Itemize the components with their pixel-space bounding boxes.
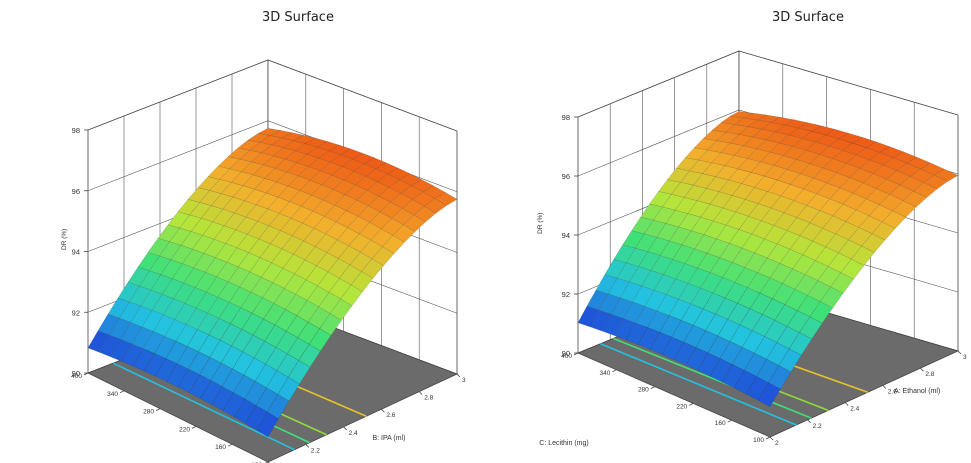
y-tick-label: 2.4 xyxy=(349,430,358,437)
y-tick-label: 2.4 xyxy=(850,406,859,413)
x-tick xyxy=(650,386,655,389)
y-axis-label: A: Ethanol (ml) xyxy=(894,388,940,395)
y-tick-label: 2 xyxy=(775,440,779,447)
z-tick-label: 90 xyxy=(562,349,570,358)
x-tick-label: 220 xyxy=(179,426,190,433)
surface-patch xyxy=(577,306,600,327)
x-tick xyxy=(191,426,197,429)
y-tick-label: 2.6 xyxy=(386,412,395,419)
x-tick xyxy=(727,419,732,423)
x-axis-label: C: Lecithin (mg) xyxy=(539,440,588,447)
surface-plot-right: 3D Surface 90 92 94 96 98 DR (%) 400 340 280 220 1… xyxy=(486,0,971,463)
y-tick xyxy=(807,419,811,424)
y-tick xyxy=(381,408,385,413)
x-tick-label: 100 xyxy=(753,437,764,444)
y-tick xyxy=(844,402,849,406)
x-tick xyxy=(227,443,233,447)
x-tick xyxy=(765,436,771,440)
x-tick-label: 340 xyxy=(107,391,118,398)
x-tick xyxy=(119,390,125,394)
contour-line xyxy=(600,343,797,426)
x-tick-label: 400 xyxy=(561,353,572,360)
y-tick-label: 2.8 xyxy=(925,371,934,378)
z-tick-label: 98 xyxy=(562,113,570,122)
y-tick-label: 2.6 xyxy=(888,388,897,395)
z-axis-label: DR (%) xyxy=(537,213,544,234)
z-tick-label: 92 xyxy=(72,308,80,317)
z-tick-label: 94 xyxy=(72,248,80,257)
surface-plot-canvas: 90 92 94 96 98 DR (%) 400 340 280 220 160 100 C: Lec… xyxy=(537,50,967,447)
x-tick xyxy=(265,461,269,463)
contour-line xyxy=(112,362,295,451)
x-tick xyxy=(83,372,89,376)
x-tick xyxy=(155,408,161,411)
x-tick-label: 280 xyxy=(143,409,154,416)
x-tick-label: 220 xyxy=(676,403,687,410)
y-tick xyxy=(769,436,774,441)
z-tick-label: 94 xyxy=(562,231,570,240)
contour-line xyxy=(613,337,812,419)
y-tick xyxy=(920,367,924,372)
y-tick-label: 2.2 xyxy=(311,447,320,454)
chart-title: 3D Surface xyxy=(772,10,844,25)
gridline-horizontal xyxy=(87,59,458,132)
z-tick-label: 90 xyxy=(72,369,80,378)
z-tick-label: 92 xyxy=(562,290,570,299)
z-tick-label: 98 xyxy=(72,126,80,135)
z-axis-label: DR (%) xyxy=(61,229,68,250)
surface-patch xyxy=(87,330,110,353)
y-tick xyxy=(957,350,962,355)
y-axis-label: B: IPA (ml) xyxy=(373,435,406,442)
x-tick xyxy=(612,369,617,373)
z-tick-label: 96 xyxy=(562,172,570,181)
y-tick-label: 3 xyxy=(462,377,466,384)
chart-title: 3D Surface xyxy=(262,10,334,25)
gridline-horizontal xyxy=(577,50,959,118)
y-tick xyxy=(418,391,423,395)
x-tick-label: 340 xyxy=(600,370,611,377)
y-tick xyxy=(456,373,461,378)
x-tick-label: 400 xyxy=(71,373,82,380)
y-tick-label: 2.2 xyxy=(813,423,822,430)
y-tick-label: 2.8 xyxy=(424,395,433,402)
x-tick xyxy=(689,403,694,406)
surface-plot-left: 3D Surface 90 92 94 96 98 DR (%) 400 340 280 220 1… xyxy=(61,10,466,463)
x-tick-label: 160 xyxy=(715,420,726,427)
x-tick-label: 160 xyxy=(215,444,226,451)
x-tick xyxy=(573,352,579,356)
y-tick xyxy=(305,444,310,448)
y-tick xyxy=(882,385,887,389)
z-tick-label: 96 xyxy=(72,187,80,196)
y-tick-label: 3 xyxy=(963,354,967,361)
x-tick-label: 280 xyxy=(638,387,649,394)
y-tick xyxy=(343,426,347,431)
